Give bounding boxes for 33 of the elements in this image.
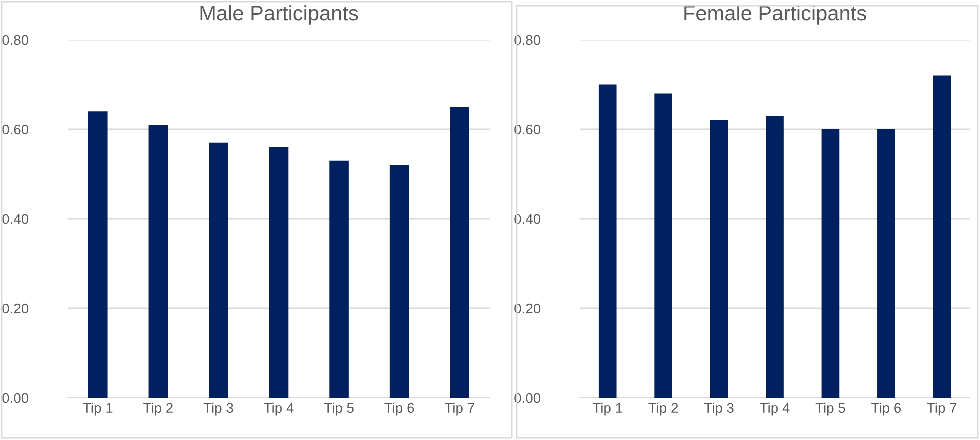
bar — [390, 165, 410, 398]
chart-title: Female Participants — [684, 5, 866, 25]
bar — [88, 112, 108, 398]
bar — [209, 142, 228, 398]
x-tick-label: Tip 7 — [444, 402, 474, 416]
y-tick-label: 0.60 — [514, 124, 541, 135]
bar — [148, 125, 168, 398]
y-tick-label: 0.80 — [514, 35, 541, 46]
x-tick-label: Tip 2 — [144, 402, 173, 416]
y-tick-label: 0.60 — [2, 124, 29, 135]
x-tick-label: Tip 4 — [760, 402, 790, 416]
x-tick-label: Tip 6 — [384, 402, 414, 416]
x-tick-label: Tip 4 — [264, 402, 294, 416]
x-tick-label: Tip 2 — [648, 402, 678, 416]
x-tick-label: Tip 5 — [324, 402, 354, 416]
x-tick-label: Tip 1 — [83, 402, 113, 416]
chart-title: Male Participants — [200, 5, 358, 25]
y-tick-label: 0.00 — [514, 393, 541, 404]
bar — [450, 107, 470, 398]
x-tick-label: Tip 6 — [872, 402, 901, 416]
y-tick-label: 0.80 — [2, 35, 29, 46]
x-tick-label: Tip 3 — [704, 402, 734, 416]
x-tick-label: Tip 3 — [204, 402, 234, 416]
y-tick-label: 0.00 — [2, 393, 29, 404]
y-tick-label: 0.20 — [2, 304, 29, 314]
y-tick-label: 0.20 — [514, 304, 541, 314]
y-tick-label: 0.40 — [514, 214, 541, 224]
bar — [330, 160, 349, 398]
x-tick-label: Tip 7 — [927, 402, 957, 416]
x-tick-label: Tip 1 — [592, 402, 622, 416]
x-tick-label: Tip 5 — [816, 402, 846, 416]
y-tick-label: 0.40 — [2, 214, 29, 224]
bar — [269, 147, 289, 398]
